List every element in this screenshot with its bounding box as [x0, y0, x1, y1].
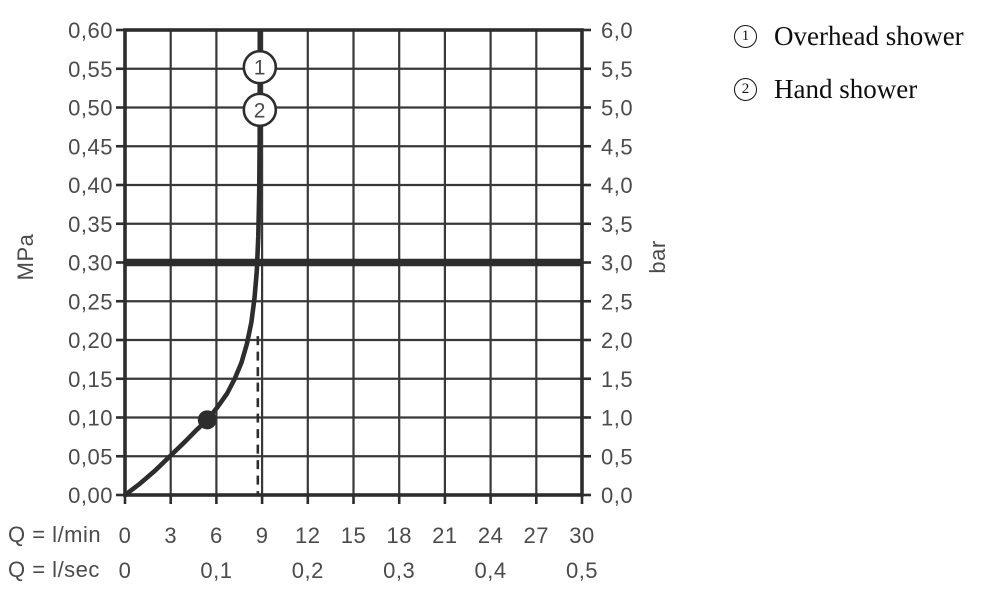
x-lsec-tick-label: 0,3	[383, 558, 415, 583]
y-left-tick-label: 0,20	[68, 328, 113, 353]
curve-marker-circle-2	[242, 92, 278, 128]
x-lmin-tick-label: 15	[341, 523, 366, 548]
y-left-tick-label: 0,35	[68, 212, 113, 237]
y-left-tick-label: 0,60	[68, 18, 113, 43]
y-right-unit-label: bar	[645, 240, 670, 274]
y-right-tick-label: 0,0	[601, 483, 633, 508]
y-right-tick-label: 3,0	[601, 251, 633, 276]
y-right-tick-label: 0,5	[601, 444, 633, 469]
x-lmin-tick-label: 27	[524, 523, 549, 548]
y-left-tick-label: 0,50	[68, 96, 113, 121]
x-lmin-tick-label: 30	[569, 523, 594, 548]
y-right-tick-label: 2,0	[601, 328, 633, 353]
x-primary-axis-label: Q = l/min	[8, 522, 102, 547]
y-left-tick-label: 0,40	[68, 173, 113, 198]
circled-number-1-icon: 1	[734, 25, 757, 48]
y-right-tick-label: 6,0	[601, 18, 633, 43]
y-left-tick-label: 0,10	[68, 406, 113, 431]
x-lmin-tick-label: 21	[432, 523, 457, 548]
y-left-tick-label: 0,15	[68, 367, 113, 392]
x-lmin-tick-label: 9	[256, 523, 269, 548]
x-secondary-axis-label: Q = l/sec	[8, 557, 100, 582]
y-right-tick-label: 5,0	[601, 96, 633, 121]
circled-number-2-icon: 2	[734, 78, 757, 101]
operating-point-dot	[197, 410, 217, 430]
x-lsec-tick-label: 0,1	[200, 558, 232, 583]
x-lmin-tick-label: 3	[164, 523, 177, 548]
x-lsec-tick-label: 0,5	[566, 558, 598, 583]
legend: 1 Overhead shower 2 Hand shower	[734, 21, 964, 127]
y-left-tick-label: 0,55	[68, 57, 113, 82]
x-lmin-tick-label: 12	[295, 523, 320, 548]
curve-marker-circle-1	[242, 49, 278, 85]
curve-marker-number-2: 2	[254, 99, 266, 122]
legend-item-overhead-shower: 1 Overhead shower	[734, 21, 964, 52]
y-right-tick-label: 1,0	[601, 406, 633, 431]
x-lsec-tick-label: 0	[119, 558, 132, 583]
x-lsec-tick-label: 0,2	[292, 558, 324, 583]
y-left-tick-label: 0,25	[68, 289, 113, 314]
y-left-tick-label: 0,45	[68, 134, 113, 159]
y-left-tick-label: 0,05	[68, 444, 113, 469]
flow-curve	[123, 30, 263, 497]
y-right-tick-label: 1,5	[601, 367, 633, 392]
curve-marker-number-1: 1	[254, 57, 266, 80]
legend-label-overhead-shower: Overhead shower	[774, 21, 964, 51]
legend-item-hand-shower: 2 Hand shower	[734, 74, 964, 105]
y-left-tick-label: 0,30	[68, 251, 113, 276]
y-right-tick-label: 4,5	[601, 134, 633, 159]
x-lmin-tick-label: 24	[478, 523, 503, 548]
y-right-tick-label: 5,5	[601, 57, 633, 82]
y-right-tick-label: 2,5	[601, 289, 633, 314]
x-lmin-tick-label: 0	[119, 523, 132, 548]
y-left-unit-label: MPa	[13, 233, 38, 281]
y-left-tick-label: 0,00	[68, 483, 113, 508]
x-lmin-tick-label: 18	[386, 523, 411, 548]
x-lmin-tick-label: 6	[210, 523, 223, 548]
legend-label-hand-shower: Hand shower	[774, 74, 918, 104]
y-right-tick-label: 3,5	[601, 212, 633, 237]
x-lsec-tick-label: 0,4	[475, 558, 507, 583]
y-right-tick-label: 4,0	[601, 173, 633, 198]
